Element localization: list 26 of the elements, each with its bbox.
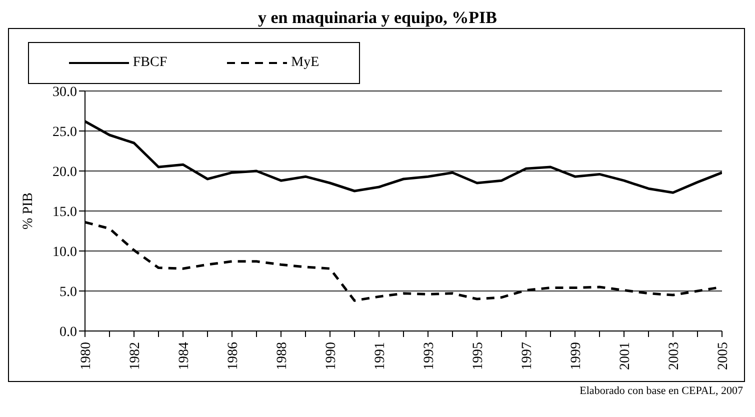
x-tick-label: 1991 bbox=[372, 342, 388, 370]
x-tick-label: 2001 bbox=[618, 342, 633, 370]
x-tick-label: 1984 bbox=[176, 342, 192, 370]
chart-title: y en maquinaria y equipo, %PIB bbox=[257, 8, 498, 28]
x-tick-label: 2005 bbox=[716, 342, 731, 370]
x-tick-label: 1993 bbox=[422, 342, 437, 370]
x-tick-label: 1980 bbox=[78, 342, 94, 370]
y-tick-label: 0.0 bbox=[60, 324, 77, 340]
x-tick-label: 1982 bbox=[128, 342, 143, 370]
x-tick-label: 2003 bbox=[666, 342, 682, 370]
x-tick-label: 1999 bbox=[568, 342, 584, 370]
x-tick-label: 1986 bbox=[226, 342, 241, 370]
x-tick-label: 1997 bbox=[520, 342, 535, 370]
legend-label: MyE bbox=[290, 55, 320, 71]
y-tick-label: 5.0 bbox=[60, 284, 77, 300]
x-tick-label: 1990 bbox=[324, 342, 339, 370]
text: Elaborado con base en CEPAL, 2007 bbox=[578, 384, 743, 397]
y-tick-label: 10.0 bbox=[52, 244, 77, 260]
y-axis-title: % PIB bbox=[20, 192, 36, 230]
legend-label: FBCF bbox=[132, 55, 168, 71]
x-tick-label: 1995 bbox=[470, 342, 486, 370]
y-tick-label: 25.0 bbox=[52, 124, 77, 140]
x-tick-label: 1988 bbox=[274, 342, 290, 370]
y-tick-label: 15.0 bbox=[52, 204, 77, 220]
y-tick-label: 20.0 bbox=[52, 164, 77, 180]
y-tick-label: 30.0 bbox=[52, 84, 77, 100]
